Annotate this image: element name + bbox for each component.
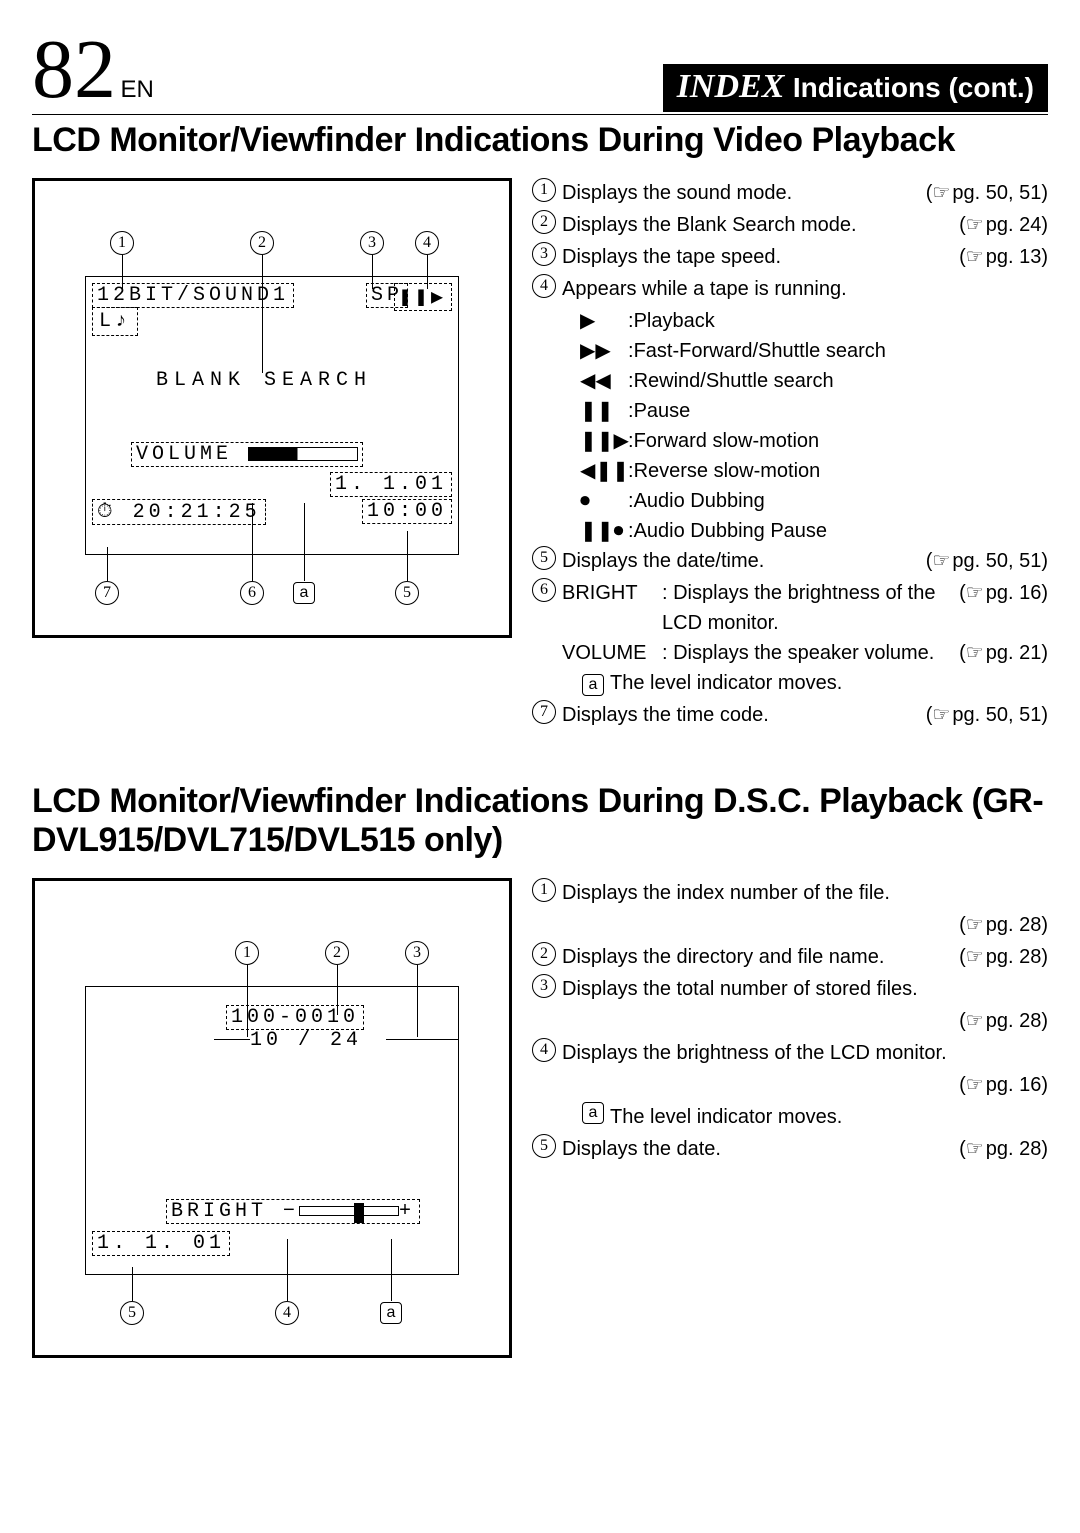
page-header: 82 EN INDEX Indications (cont.) <box>32 28 1048 112</box>
pointer-icon <box>932 704 952 726</box>
desc-item: 3Displays the total number of stored fil… <box>532 974 1048 1004</box>
video-lcd-inner: 12BIT/SOUND1 L♪ SP ❚❚▶ BLANK SEARCH VOLU… <box>85 276 459 555</box>
index-bar: INDEX Indications (cont.) <box>663 64 1048 112</box>
section2-descriptions: 1Displays the index number of the file. … <box>532 878 1048 1166</box>
leader <box>386 1039 458 1040</box>
desc-item: 4Appears while a tape is running. <box>532 274 1048 304</box>
pointer-icon <box>966 1010 986 1032</box>
osd-volume-bar <box>248 447 358 461</box>
tc-value: 20:21:25 <box>133 501 261 524</box>
callout-2: 2 <box>250 231 274 255</box>
index-label: INDEX <box>677 68 785 105</box>
osd-filename: 100-0010 <box>226 1005 364 1030</box>
callout-5: 5 <box>120 1301 144 1325</box>
callout-2: 2 <box>325 941 349 965</box>
tc-icon: ⏱ <box>97 501 117 524</box>
desc-item: 7Displays the time code.(pg. 50, 51) <box>532 700 1048 730</box>
callout-1: 1 <box>110 231 134 255</box>
callout-7: 7 <box>95 581 119 605</box>
callout-4: 4 <box>275 1301 299 1325</box>
callout-3: 3 <box>360 231 384 255</box>
pointer-icon <box>966 246 986 268</box>
desc-item: 1Displays the sound mode.(pg. 50, 51) <box>532 178 1048 208</box>
pointer-icon <box>966 914 986 936</box>
header-rule <box>32 114 1048 115</box>
dsc-lcd-diagram: 1 2 3 5 4 a 100-0010 10 / 24 BRIGHT −+ 1… <box>32 878 512 1358</box>
bright-bar <box>299 1206 399 1216</box>
osd-l-icon: L♪ <box>92 307 138 336</box>
osd-play-icon: ❚❚▶ <box>394 283 452 311</box>
tape-mode-list: ▶: Playback ▶▶: Fast-Forward/Shuttle sea… <box>580 306 1048 546</box>
callout-4: 4 <box>415 231 439 255</box>
section2-title: LCD Monitor/Viewfinder Indications Durin… <box>32 782 1048 860</box>
callout-a: a <box>380 1302 402 1324</box>
pointer-icon <box>966 1138 986 1160</box>
desc-item: 5Displays the date/time.(pg. 50, 51) <box>532 546 1048 576</box>
osd-date: 1. 1. 01 <box>92 1231 230 1256</box>
pointer-icon <box>932 182 952 204</box>
section1-title: LCD Monitor/Viewfinder Indications Durin… <box>32 121 1048 160</box>
index-sub: Indications (cont.) <box>793 72 1034 103</box>
desc-item: 1Displays the index number of the file. <box>532 878 1048 908</box>
pointer-icon <box>966 582 986 604</box>
desc-item: 2Displays the directory and file name.(p… <box>532 942 1048 972</box>
desc-item-6: 6 BRIGHT: Displays the brightness of the… <box>532 578 1048 698</box>
osd-counter: 10 / 24 <box>250 1029 362 1052</box>
section2-body: 1 2 3 5 4 a 100-0010 10 / 24 BRIGHT −+ 1… <box>32 878 1048 1358</box>
pointer-icon <box>966 1074 986 1096</box>
dsc-lcd-inner: 100-0010 10 / 24 BRIGHT −+ 1. 1. 01 <box>85 986 459 1275</box>
osd-time: 10:00 <box>362 499 452 524</box>
desc-item: 4Displays the brightness of the LCD moni… <box>532 1038 1048 1068</box>
osd-volume-label: VOLUME <box>136 443 232 466</box>
section1-body: 1 2 3 4 7 6 a 5 12BIT/SOUND1 L♪ SP ❚❚▶ B… <box>32 178 1048 732</box>
desc-item: 5Displays the date.(pg. 28) <box>532 1134 1048 1164</box>
osd-bright-label: BRIGHT <box>171 1200 267 1223</box>
page-num-value: 82 <box>32 23 116 116</box>
pointer-icon <box>966 214 986 236</box>
page-number: 82 EN <box>32 28 154 112</box>
pointer-icon <box>966 642 986 664</box>
callout-5: 5 <box>395 581 419 605</box>
leader <box>214 1039 250 1040</box>
desc-item: 3Displays the tape speed.(pg. 13) <box>532 242 1048 272</box>
osd-date: 1. 1.01 <box>330 472 452 497</box>
callout-a: a <box>293 582 315 604</box>
desc-item: 2Displays the Blank Search mode.(pg. 24) <box>532 210 1048 240</box>
pointer-icon <box>966 946 986 968</box>
osd-blank-search: BLANK SEARCH <box>156 369 372 392</box>
pointer-icon <box>932 550 952 572</box>
osd-sound-mode: 12BIT/SOUND1 <box>92 283 294 308</box>
osd-timecode: ⏱ 20:21:25 <box>92 499 266 525</box>
osd-volume: VOLUME <box>131 442 363 467</box>
page-lang: EN <box>120 76 153 103</box>
section1-descriptions: 1Displays the sound mode.(pg. 50, 51) 2D… <box>532 178 1048 732</box>
callout-6: 6 <box>240 581 264 605</box>
video-lcd-diagram: 1 2 3 4 7 6 a 5 12BIT/SOUND1 L♪ SP ❚❚▶ B… <box>32 178 512 638</box>
callout-3: 3 <box>405 941 429 965</box>
callout-1: 1 <box>235 941 259 965</box>
osd-bright: BRIGHT −+ <box>166 1199 420 1224</box>
